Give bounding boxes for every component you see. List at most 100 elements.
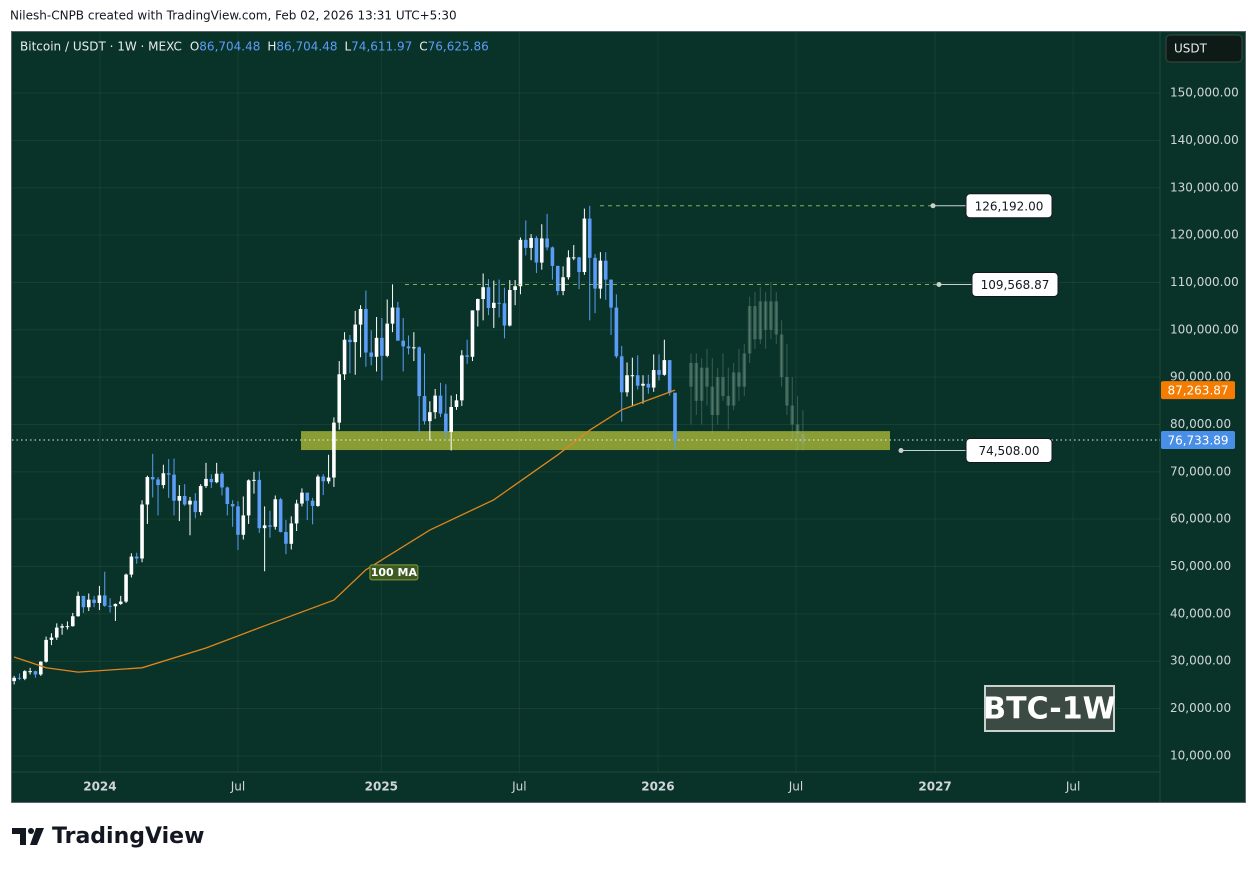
candle-body bbox=[715, 377, 720, 416]
level-anchor bbox=[936, 281, 942, 287]
candle-body bbox=[396, 307, 400, 341]
candle-body bbox=[241, 515, 246, 535]
candle-body bbox=[662, 360, 667, 375]
candle-body bbox=[17, 677, 22, 679]
candle-body bbox=[300, 492, 304, 504]
candle-body bbox=[412, 347, 416, 349]
candle-body bbox=[134, 556, 139, 559]
candle-body bbox=[438, 395, 443, 414]
candle-body bbox=[198, 486, 203, 513]
candle-body bbox=[310, 500, 315, 506]
ma-label-box bbox=[369, 564, 419, 581]
candle-body bbox=[182, 495, 187, 505]
x-tick-label: 2025 bbox=[365, 780, 398, 794]
candle-body bbox=[460, 355, 464, 401]
candle-body bbox=[795, 424, 800, 434]
candle-body bbox=[12, 677, 16, 682]
candle-body bbox=[65, 626, 70, 628]
candle-body bbox=[785, 377, 789, 406]
candle-body bbox=[326, 477, 331, 482]
currency-label[interactable]: USDT bbox=[1174, 42, 1208, 56]
candle-body bbox=[481, 287, 485, 300]
price-label: 87,263.87 bbox=[1167, 384, 1228, 398]
candle-body bbox=[369, 352, 374, 357]
candle-body bbox=[422, 396, 427, 422]
candle-body bbox=[337, 374, 342, 423]
ohlc-value: 74,611.97 bbox=[351, 40, 412, 54]
candle-body bbox=[561, 277, 565, 291]
candle-body bbox=[779, 334, 784, 378]
candle-body bbox=[406, 346, 411, 349]
candle-body bbox=[214, 473, 219, 483]
candle-body bbox=[225, 487, 230, 505]
candle-body bbox=[502, 303, 507, 326]
candle-body bbox=[102, 595, 107, 606]
level-label: 126,192.00 bbox=[975, 199, 1044, 213]
y-tick-label: 90,000.00 bbox=[1170, 370, 1231, 384]
level-anchor bbox=[930, 203, 936, 209]
candles bbox=[12, 205, 677, 685]
candle-body bbox=[534, 237, 539, 263]
y-tick-label: 40,000.00 bbox=[1170, 606, 1231, 620]
candle-body bbox=[289, 523, 294, 544]
candle-body bbox=[188, 500, 192, 505]
watermark: BTC-1W bbox=[983, 692, 1115, 727]
level-anchor bbox=[898, 447, 904, 453]
candle-body bbox=[353, 324, 358, 343]
candle-body bbox=[497, 302, 501, 304]
y-tick-label: 20,000.00 bbox=[1170, 701, 1231, 715]
candle-body bbox=[401, 340, 405, 347]
candle-body bbox=[124, 574, 128, 602]
candle-body bbox=[380, 337, 384, 356]
candle-body bbox=[769, 301, 773, 330]
candle-body bbox=[246, 480, 251, 516]
grid bbox=[12, 32, 1160, 772]
support-zone bbox=[301, 431, 890, 451]
y-tick-label: 80,000.00 bbox=[1170, 417, 1231, 431]
price-label-box bbox=[1161, 381, 1235, 400]
candle-body bbox=[801, 433, 805, 444]
candle-body bbox=[689, 362, 693, 387]
candle-body bbox=[449, 406, 453, 433]
level-callout bbox=[965, 193, 1053, 219]
candle-body bbox=[22, 671, 27, 679]
candle-body bbox=[577, 257, 581, 273]
y-tick-label: 30,000.00 bbox=[1170, 654, 1231, 668]
candle-body bbox=[539, 238, 544, 263]
x-tick-label: Jul bbox=[230, 780, 245, 794]
candle-body bbox=[252, 479, 256, 481]
candle-body bbox=[529, 237, 533, 248]
x-tick-label: 2027 bbox=[918, 780, 951, 794]
candle-body bbox=[609, 279, 613, 308]
candle-body bbox=[571, 257, 576, 259]
candle-body bbox=[582, 218, 587, 273]
candle-body bbox=[38, 661, 43, 675]
candle-body bbox=[790, 405, 795, 425]
candle-body bbox=[614, 307, 619, 357]
candle-body bbox=[731, 372, 736, 406]
candle-body bbox=[699, 367, 704, 401]
candle-body bbox=[358, 308, 363, 325]
candle-body bbox=[161, 473, 166, 486]
brand-name: TradingView bbox=[52, 824, 204, 849]
candle-body bbox=[44, 639, 48, 662]
candle-body bbox=[555, 265, 560, 291]
ohlc-value: 76,625.86 bbox=[428, 40, 489, 54]
candle-body bbox=[150, 477, 155, 480]
candle-body bbox=[321, 476, 326, 482]
x-tick-label: Jul bbox=[788, 780, 803, 794]
candle-body bbox=[129, 556, 134, 575]
candle-body bbox=[278, 499, 283, 532]
currency-button[interactable] bbox=[1165, 34, 1243, 63]
candle-body bbox=[177, 495, 182, 501]
candle-body bbox=[140, 504, 144, 559]
candle-body bbox=[156, 479, 160, 486]
candle-body bbox=[619, 356, 624, 393]
candle-body bbox=[465, 355, 469, 357]
y-tick-label: 100,000.00 bbox=[1170, 322, 1239, 336]
candle-body bbox=[673, 392, 677, 441]
logo-mark bbox=[30, 828, 44, 845]
candle-body bbox=[204, 478, 208, 487]
candle-body bbox=[545, 238, 549, 248]
